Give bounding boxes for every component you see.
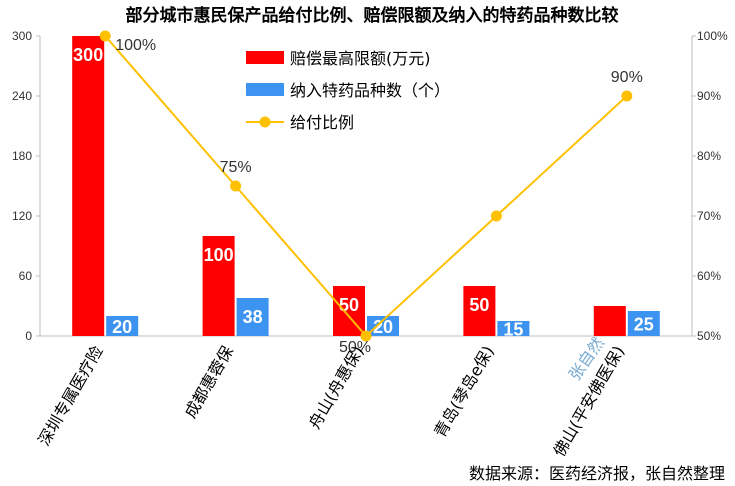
legend-label: 纳入特药品种数（个） <box>290 81 450 100</box>
y-right-tick-label: 70% <box>697 209 721 223</box>
payout-ratio-label: 75% <box>220 159 252 176</box>
category-label: 深圳专属医疗险 <box>34 343 106 450</box>
bar-drugs <box>236 298 269 336</box>
legend: 赔偿最高限额(万元) 纳入特药品种数（个） 给付比例 <box>246 49 450 132</box>
y-right-tick-label: 90% <box>697 89 721 103</box>
bar-limit <box>593 306 626 336</box>
bar-drugs <box>497 321 530 336</box>
bar-data-label: 25 <box>634 315 654 335</box>
category-label: 舟山(舟惠保) <box>305 343 368 433</box>
y-right-tick-label: 80% <box>697 149 721 163</box>
legend-swatch <box>246 51 284 64</box>
payout-ratio-label: 50% <box>339 339 371 356</box>
bar-data-label: 15 <box>503 320 523 340</box>
bar-drugs <box>367 316 399 336</box>
payout-ratio-point <box>490 210 502 222</box>
y-left-tick-label: 120 <box>12 209 32 223</box>
payout-ratio-point <box>360 330 372 342</box>
bar-drugs <box>627 311 660 336</box>
category-label: 成都惠蓉保 <box>181 343 237 422</box>
payout-ratio-label: 100% <box>115 37 156 54</box>
legend-swatch <box>246 83 284 96</box>
y-right-tick-label: 50% <box>697 329 721 343</box>
payout-ratio-label: 90% <box>611 69 643 86</box>
payout-ratio-point <box>621 90 633 102</box>
bar-data-label: 300 <box>73 45 103 65</box>
bar-drugs <box>106 316 139 336</box>
payout-ratio-point <box>230 180 242 192</box>
bar-data-label: 20 <box>112 317 132 337</box>
axes: 0 60 120 180 240 300 50% 60% 70% 80% 90% 100% <box>12 29 728 343</box>
bar-data-label: 100 <box>204 245 234 265</box>
bar-limit <box>72 36 105 336</box>
bars: 300 100 50 50 20 38 20 15 25 <box>72 36 660 340</box>
category-labels: 深圳专属医疗险 成都惠蓉保 舟山(舟惠保) 青岛(琴岛e保) 佛山(平安佛医保) <box>34 343 628 460</box>
y-right-tick-label: 100% <box>697 29 728 43</box>
bar-data-label: 50 <box>339 295 359 315</box>
category-label: 青岛(琴岛e保) <box>430 343 498 441</box>
legend-label: 给付比例 <box>290 113 354 132</box>
y-left-tick-label: 60 <box>19 269 33 283</box>
bar-data-label: 38 <box>243 307 263 327</box>
y-left-tick-label: 300 <box>12 29 32 43</box>
bar-data-label: 20 <box>373 317 393 337</box>
payout-ratio-point <box>99 30 111 42</box>
legend-swatch-marker <box>259 116 271 128</box>
y-right-tick-label: 60% <box>697 269 721 283</box>
chart-title: 部分城市惠民保产品给付比例、赔偿限额及纳入的特药品种数比较 <box>126 5 619 26</box>
line-series: 100% 75% 50% 90% <box>99 30 643 356</box>
y-left-tick-label: 0 <box>25 329 32 343</box>
source-note: 数据来源：医药经济报，张自然整理 <box>469 464 725 483</box>
bar-limit <box>463 286 496 336</box>
y-left-tick-label: 180 <box>12 149 32 163</box>
y-left-tick-label: 240 <box>12 89 32 103</box>
bar-data-label: 50 <box>469 295 489 315</box>
bar-limit <box>202 236 235 336</box>
legend-label: 赔偿最高限额(万元) <box>290 49 431 68</box>
